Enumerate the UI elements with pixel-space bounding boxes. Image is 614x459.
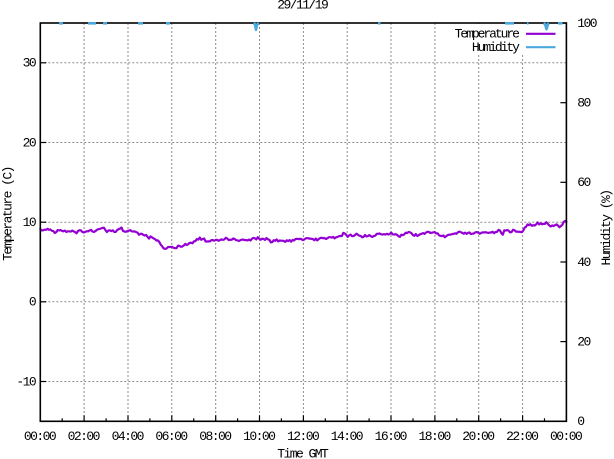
svg-text:22:00: 22:00	[506, 429, 538, 444]
svg-text:-10: -10	[16, 374, 36, 389]
svg-text:Temperature: Temperature	[455, 27, 520, 42]
svg-text:40: 40	[577, 255, 590, 270]
svg-text:16:00: 16:00	[375, 429, 407, 444]
svg-text:100: 100	[577, 16, 597, 31]
svg-text:00:00: 00:00	[550, 429, 582, 444]
svg-text:0: 0	[29, 295, 36, 310]
svg-text:60: 60	[577, 175, 590, 190]
svg-text:20: 20	[23, 135, 36, 150]
svg-text:Time GMT: Time GMT	[277, 447, 329, 459]
svg-text:12:00: 12:00	[287, 429, 319, 444]
svg-text:20:00: 20:00	[462, 429, 494, 444]
svg-text:04:00: 04:00	[112, 429, 144, 444]
svg-text:10:00: 10:00	[243, 429, 275, 444]
svg-text:10: 10	[23, 215, 36, 230]
svg-text:30: 30	[23, 56, 36, 71]
svg-text:Humidity: Humidity	[472, 40, 520, 55]
svg-text:0: 0	[577, 414, 584, 429]
svg-text:20: 20	[577, 335, 590, 350]
svg-text:Humidity (%): Humidity (%)	[599, 190, 614, 265]
svg-text:06:00: 06:00	[155, 429, 187, 444]
svg-text:14:00: 14:00	[331, 429, 363, 444]
svg-text:29/11/19: 29/11/19	[277, 0, 328, 12]
svg-text:18:00: 18:00	[418, 429, 450, 444]
svg-text:02:00: 02:00	[68, 429, 100, 444]
svg-text:Temperature (C): Temperature (C)	[1, 167, 16, 261]
svg-text:80: 80	[577, 96, 590, 111]
svg-text:00:00: 00:00	[24, 429, 56, 444]
svg-text:08:00: 08:00	[199, 429, 231, 444]
